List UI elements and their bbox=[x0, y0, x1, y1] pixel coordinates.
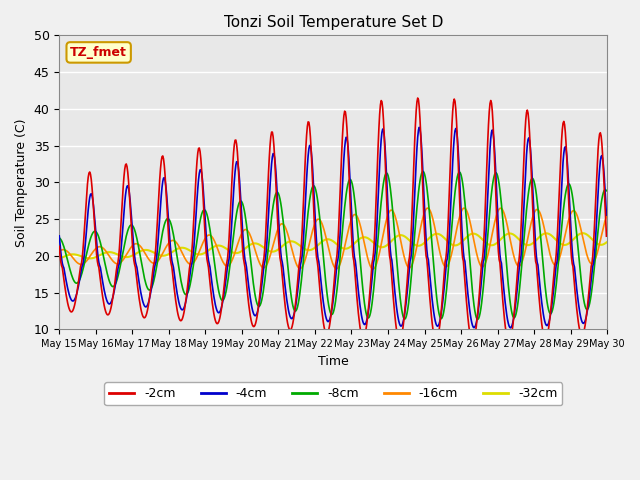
Title: Tonzi Soil Temperature Set D: Tonzi Soil Temperature Set D bbox=[223, 15, 443, 30]
Legend: -2cm, -4cm, -8cm, -16cm, -32cm: -2cm, -4cm, -8cm, -16cm, -32cm bbox=[104, 383, 563, 406]
X-axis label: Time: Time bbox=[318, 355, 349, 368]
Text: TZ_fmet: TZ_fmet bbox=[70, 46, 127, 59]
Y-axis label: Soil Temperature (C): Soil Temperature (C) bbox=[15, 118, 28, 247]
